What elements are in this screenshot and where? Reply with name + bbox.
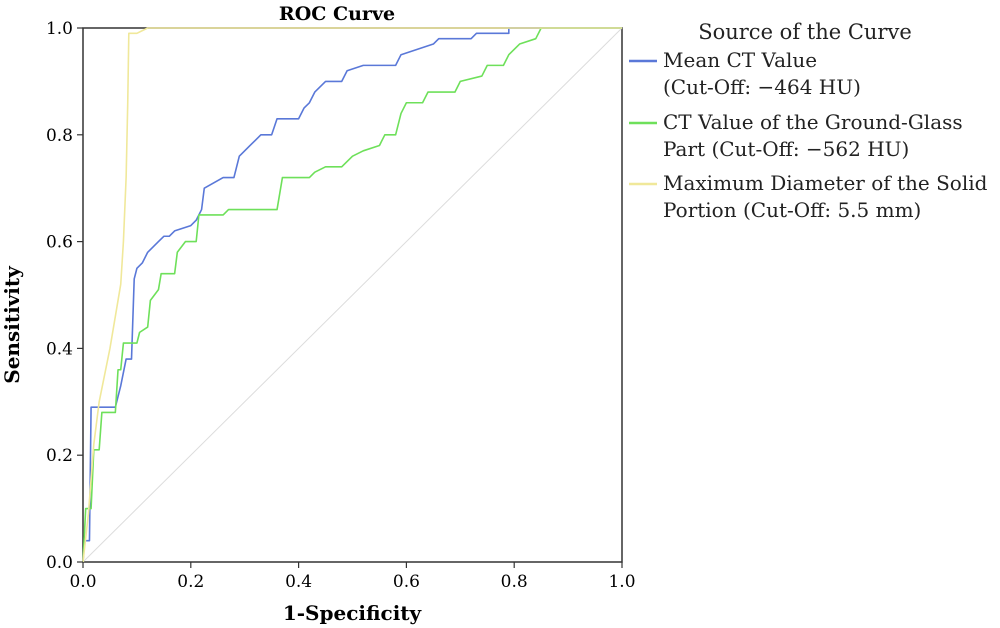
- legend-label-3: Portion (Cut-Off: 5.5 mm): [663, 198, 921, 222]
- x-tick-label: 0.0: [69, 572, 96, 592]
- legend-label-1: (Cut-Off: −464 HU): [663, 75, 861, 99]
- series-line-2: [82, 27, 622, 563]
- legend-label-1: Mean CT Value: [663, 48, 817, 72]
- x-tick-label: 0.8: [501, 572, 528, 592]
- legend: Source of the Curve Mean CT Value (Cut-Of…: [629, 20, 988, 222]
- legend-label-3: Maximum Diameter of the Solid: [663, 171, 988, 195]
- chart-title: ROC Curve: [279, 3, 395, 25]
- y-tick-label: 0.0: [46, 553, 73, 573]
- y-tick-label: 0.8: [46, 126, 73, 146]
- series-lines: [82, 27, 622, 563]
- x-tick-label: 0.6: [393, 572, 420, 592]
- plot-area: [82, 27, 623, 563]
- y-tick-label: 0.6: [46, 233, 73, 253]
- x-tick-label: 1.0: [608, 572, 635, 592]
- y-tick-label: 0.4: [46, 339, 73, 359]
- y-tick-label: 0.2: [46, 446, 73, 466]
- legend-label-2: Part (Cut-Off: −562 HU): [663, 137, 909, 161]
- legend-label-2: CT Value of the Ground-Glass: [663, 110, 963, 134]
- x-axis-ticks: 0.0 0.2 0.4 0.6 0.8 1.0: [69, 562, 636, 592]
- diagonal-reference-line: [82, 27, 623, 563]
- x-axis-label: 1-Specificity: [283, 601, 423, 625]
- y-tick-label: 1.0: [46, 19, 73, 39]
- legend-title: Source of the Curve: [698, 20, 912, 44]
- y-axis-label: Sensitivity: [0, 265, 24, 384]
- y-axis-ticks: 0.0 0.2 0.4 0.6 0.8 1.0: [46, 19, 83, 573]
- x-tick-label: 0.4: [285, 572, 312, 592]
- series-line-1: [82, 27, 622, 563]
- x-tick-label: 0.2: [177, 572, 204, 592]
- series-line-3: [82, 27, 622, 563]
